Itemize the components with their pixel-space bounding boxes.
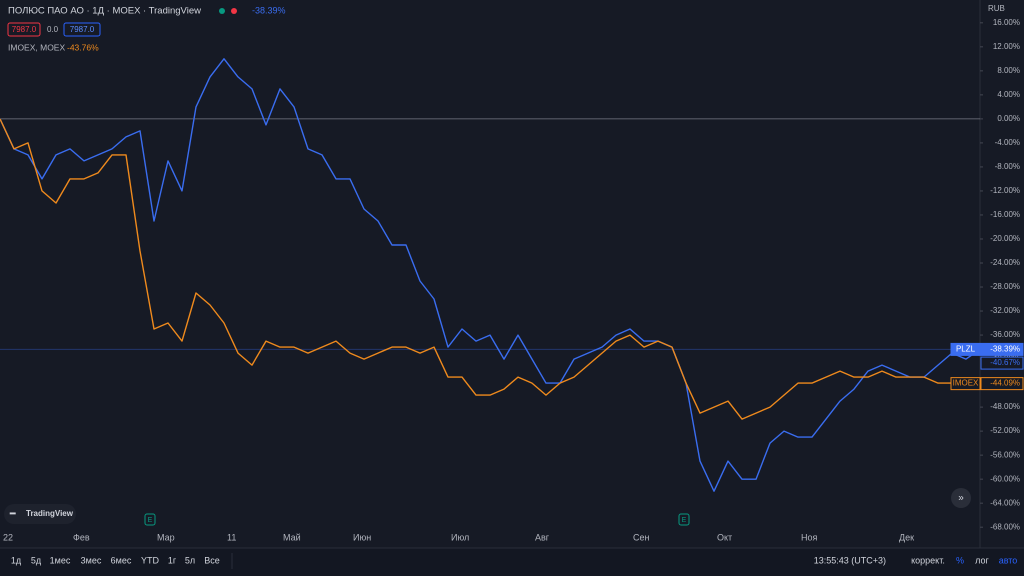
symbol-change: -38.39% <box>252 5 286 15</box>
sell-price: 7987.0 <box>12 25 37 34</box>
range-button[interactable]: 6мес <box>111 555 132 565</box>
range-button[interactable]: Все <box>204 555 220 565</box>
y-tick-label: -36.00% <box>990 330 1020 339</box>
scroll-icon: » <box>958 493 964 504</box>
x-tick-label: Дек <box>899 532 914 542</box>
series-name-tag <box>950 342 981 356</box>
x-tick-label: 22 <box>3 532 13 542</box>
status-dot <box>219 8 225 14</box>
series-name: IMOEX <box>953 379 979 388</box>
compare-title: IMOEX, MOEX <box>8 42 65 52</box>
price-tag <box>980 342 1024 356</box>
x-tick-label: Ноя <box>801 532 818 542</box>
x-tick-label: 11 <box>227 532 236 542</box>
buy-button[interactable] <box>63 22 101 37</box>
sell-button[interactable] <box>7 22 41 37</box>
y-tick-label: 8.00% <box>997 66 1020 75</box>
y-tick-label: -32.00% <box>990 306 1020 315</box>
x-tick-label: Июн <box>353 532 371 542</box>
earnings-marker[interactable] <box>678 513 690 526</box>
x-tick-label: Авг <box>535 532 550 542</box>
scale-button[interactable]: % <box>956 555 964 565</box>
y-tick-label: 12.00% <box>993 42 1020 51</box>
y-tick-label: 0.00% <box>997 114 1020 123</box>
y-tick-label: -60.00% <box>990 474 1020 483</box>
range-button[interactable]: 1д <box>11 555 22 565</box>
range-button[interactable]: 3мес <box>81 555 102 565</box>
series-line <box>0 58 981 492</box>
status-dot <box>231 8 237 14</box>
x-tick-label: Сен <box>633 532 650 542</box>
price-tag <box>980 356 1024 370</box>
y-tick-label: 16.00% <box>993 18 1020 27</box>
y-tick-label: -12.00% <box>990 186 1020 195</box>
logo-badge <box>4 504 76 524</box>
logo: TradingView <box>26 509 74 518</box>
price-tag-label: -40.67% <box>990 358 1020 367</box>
scale-button[interactable]: коррект. <box>911 555 945 565</box>
y-tick-label: -68.00% <box>990 522 1020 531</box>
currency: RUB <box>988 4 1005 13</box>
series-name: PLZL <box>956 345 976 354</box>
y-tick-label: -16.00% <box>990 210 1020 219</box>
x-tick-label: Окт <box>717 532 732 542</box>
scale-button[interactable]: лог <box>975 555 989 565</box>
earnings-label: E <box>148 517 153 524</box>
scroll-button[interactable] <box>951 488 971 508</box>
x-tick-label: Мар <box>157 532 175 542</box>
range-button[interactable]: 5л <box>185 555 195 565</box>
y-tick-label: -24.00% <box>990 258 1020 267</box>
earnings-label: E <box>682 517 687 524</box>
clock: 13:55:43 (UTC+3) <box>814 555 886 565</box>
y-tick-label: -52.00% <box>990 426 1020 435</box>
y-tick-label: -28.00% <box>990 282 1020 291</box>
logo-mark: ━ <box>9 508 16 518</box>
y-tick-label: -20.00% <box>990 234 1020 243</box>
y-tick-label: -4.00% <box>995 138 1020 147</box>
spread: 0.0 <box>47 25 59 34</box>
x-tick-label: Фев <box>73 532 90 542</box>
earnings-marker[interactable] <box>144 513 156 526</box>
range-button[interactable]: 5д <box>31 555 42 565</box>
price-tag <box>980 377 1024 391</box>
bottom-toolbar <box>0 548 1024 576</box>
y-tick-label: -64.00% <box>990 498 1020 507</box>
compare-change: -43.76% <box>67 42 99 52</box>
y-tick-label: -48.00% <box>990 402 1020 411</box>
price-tag-label: -38.39% <box>990 345 1020 354</box>
x-tick-label: Июл <box>451 532 469 542</box>
y-tick-label: -56.00% <box>990 450 1020 459</box>
range-button[interactable]: 1мес <box>50 555 71 565</box>
scale-button[interactable]: авто <box>999 555 1018 565</box>
range-button[interactable]: 1г <box>168 555 177 565</box>
series-name-tag <box>950 377 981 391</box>
price-tag-label: -44.09% <box>990 379 1020 388</box>
series-line <box>0 118 981 420</box>
y-tick-label: -8.00% <box>995 162 1020 171</box>
x-tick-label: Май <box>283 532 301 542</box>
y-tick-label: 4.00% <box>997 90 1020 99</box>
range-button[interactable]: YTD <box>141 555 160 565</box>
buy-price: 7987.0 <box>70 25 95 34</box>
symbol-title: ПОЛЮС ПАО АО · 1Д · MOEX · TradingView <box>8 6 201 17</box>
